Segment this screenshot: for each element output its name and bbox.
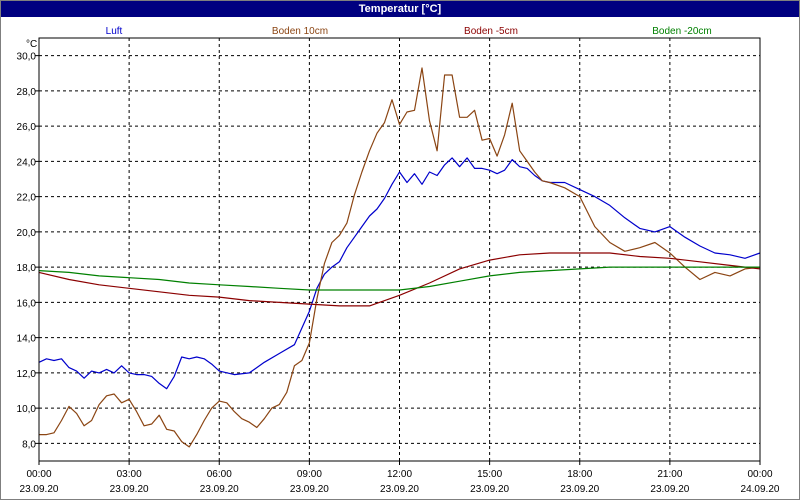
x-tick-time: 00:00 [747,469,772,480]
y-tick-label: 22,0 [17,193,37,204]
y-tick-label: 16,0 [17,298,37,309]
legend-item: Boden 10cm [272,26,328,37]
x-tick-date: 23.09.20 [290,484,329,495]
y-axis: 8,0 10,0 12,0 14,0 16,0 18,0 20,0 22,0 24,0 26,0 2… [17,52,39,450]
series-line [38,252,761,307]
legend-item: Boden -5cm [464,26,518,37]
x-tick-date: 24.09.20 [741,484,780,495]
series-lines [38,67,761,448]
grid-lines [39,38,760,461]
y-tick-label: 14,0 [17,334,37,345]
x-tick-time: 09:00 [297,469,322,480]
x-axis: 00:00 23.09.20 03:00 23.09.20 06:00 23.09.20 0… [20,461,780,495]
x-tick-date: 23.09.20 [110,484,149,495]
x-tick-date: 23.09.20 [20,484,59,495]
y-tick-label: 12,0 [17,369,37,380]
series-line [38,266,760,291]
y-tick-label: 30,0 [17,52,37,63]
y-tick-label: 8,0 [22,439,36,450]
y-tick-label: 10,0 [17,404,37,415]
x-tick-date: 23.09.20 [200,484,239,495]
x-tick-time: 03:00 [117,469,142,480]
x-tick-time: 18:00 [567,469,592,480]
y-tick-label: 28,0 [17,87,37,98]
legend-item: Boden -20cm [652,26,711,37]
x-tick-time: 06:00 [207,469,232,480]
x-tick-date: 23.09.20 [380,484,419,495]
y-tick-label: 24,0 [17,157,37,168]
y-tick-label: 20,0 [17,228,37,239]
x-tick-date: 23.09.20 [470,484,509,495]
x-tick-date: 23.09.20 [650,484,689,495]
legend: Luft Boden 10cm Boden -5cm Boden -20cm [106,26,712,37]
y-tick-label: 26,0 [17,122,37,133]
x-tick-date: 23.09.20 [560,484,599,495]
series-line [38,157,761,390]
legend-item: Luft [106,26,123,37]
chart-title: Temperatur [°C] [1,1,799,17]
x-tick-time: 21:00 [657,469,682,480]
x-tick-time: 12:00 [387,469,412,480]
series-line [39,67,761,448]
y-axis-unit: °C [26,39,37,50]
y-tick-label: 18,0 [17,263,37,274]
x-tick-time: 15:00 [477,469,502,480]
x-tick-time: 00:00 [26,469,51,480]
